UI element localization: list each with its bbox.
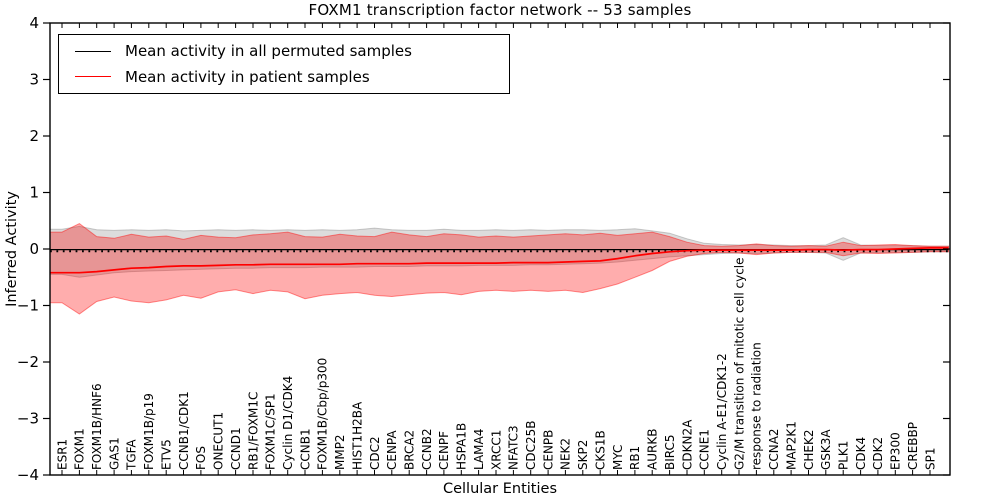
- x-tick-label: FOXM1: [73, 428, 87, 470]
- x-tick-label: CCNB1/CDK1: [177, 391, 191, 470]
- y-tick-label: −1: [17, 297, 39, 315]
- y-axis-label: Inferred Activity: [4, 191, 20, 307]
- y-tick-label: 0: [29, 240, 39, 258]
- x-tick-label: CENPF: [437, 431, 451, 470]
- x-tick-label: CDC25B: [524, 421, 538, 471]
- y-tick-label: −4: [17, 466, 39, 484]
- x-tick-label: Cyclin D1/CDK4: [281, 376, 295, 470]
- x-tick-label: FOXM1B/Cbp/p300: [316, 358, 330, 470]
- x-tick-label: ETV5: [160, 439, 174, 470]
- x-tick-label: NFATC3: [507, 425, 521, 470]
- x-tick-label: CDK4: [854, 437, 868, 470]
- x-tick-label: CDKN2A: [680, 419, 694, 470]
- x-tick-label: Cyclin A-E1/CDK1-2: [715, 353, 729, 470]
- x-tick-label: CDC2: [368, 436, 382, 470]
- x-tick-label: CHEK2: [802, 430, 816, 471]
- x-tick-label: SP1: [923, 448, 937, 471]
- series-line-patient: [50, 247, 949, 274]
- legend-line-sample-patient: [75, 76, 111, 78]
- x-tick-label: RB1/FOXM1C: [246, 392, 260, 470]
- x-tick-label: AURKB: [646, 429, 660, 470]
- x-tick-label: HIST1H2BA: [350, 401, 364, 470]
- x-tick-label: MYC: [611, 445, 625, 470]
- y-tick-label: −2: [17, 353, 39, 371]
- x-tick-label: LAMA4: [472, 429, 486, 470]
- x-tick-label: MAP2K1: [784, 421, 798, 470]
- x-tick-label: CREBBP: [906, 422, 920, 470]
- x-tick-label: TGFA: [125, 439, 139, 471]
- x-tick-label: CCNA2: [767, 428, 781, 470]
- x-tick-label: FOS: [194, 446, 208, 470]
- x-tick-label: CKS1B: [594, 430, 608, 470]
- chart-title: FOXM1 transcription factor network -- 53…: [308, 1, 692, 19]
- y-tick-label: −3: [17, 410, 39, 428]
- x-tick-label: XRCC1: [489, 430, 503, 470]
- legend-label-permuted: Mean activity in all permuted samples: [125, 42, 412, 61]
- x-tick-label: FOXM1B/HNF6: [90, 383, 104, 470]
- x-tick-label: CCNE1: [698, 429, 712, 470]
- band-patient-samples-range: [49, 223, 949, 315]
- y-tick-label: 2: [29, 127, 39, 145]
- x-tick-label: PLK1: [837, 441, 851, 470]
- x-tick-label: MMP2: [333, 434, 347, 470]
- x-tick-label: BRCA2: [403, 430, 417, 470]
- x-tick-label: ESR1: [55, 439, 69, 470]
- x-tick-label: response to radiation: [750, 342, 764, 470]
- y-tick-label: 4: [29, 14, 39, 32]
- x-tick-label: NEK2: [559, 438, 573, 470]
- x-tick-label: CCNB2: [420, 428, 434, 470]
- y-tick-label: 1: [29, 184, 39, 202]
- x-tick-label: CCND1: [229, 427, 243, 470]
- x-tick-label: EP300: [889, 432, 903, 470]
- x-tick-label: FOXM1B/p19: [142, 393, 156, 470]
- x-tick-label: HSPA1B: [455, 423, 469, 470]
- x-tick-label: BIRC5: [663, 434, 677, 470]
- legend: Mean activity in all permuted samples Me…: [58, 34, 510, 94]
- x-tick-label: ONECUT1: [212, 412, 226, 470]
- x-tick-label: CENPB: [541, 430, 555, 470]
- x-tick-label: G2/M transition of mitotic cell cycle: [732, 257, 746, 470]
- x-axis-label: Cellular Entities: [442, 481, 558, 497]
- legend-line-sample-permuted: [75, 50, 111, 52]
- legend-label-patient: Mean activity in patient samples: [125, 67, 370, 86]
- x-tick-label: FOXM1C/SP1: [264, 393, 278, 470]
- x-tick-label: CENPA: [385, 430, 399, 470]
- x-tick-label: GAS1: [107, 437, 121, 470]
- x-tick-label: SKP2: [576, 440, 590, 470]
- x-tick-label: RB1: [628, 446, 642, 470]
- legend-item-permuted: Mean activity in all permuted samples: [75, 42, 509, 60]
- x-tick-label: CDK2: [871, 437, 885, 470]
- x-tick-label: GSK3A: [819, 429, 833, 470]
- x-tick-label: CCNB1: [298, 428, 312, 470]
- legend-item-patient: Mean activity in patient samples: [75, 68, 509, 86]
- y-tick-label: 3: [29, 71, 39, 89]
